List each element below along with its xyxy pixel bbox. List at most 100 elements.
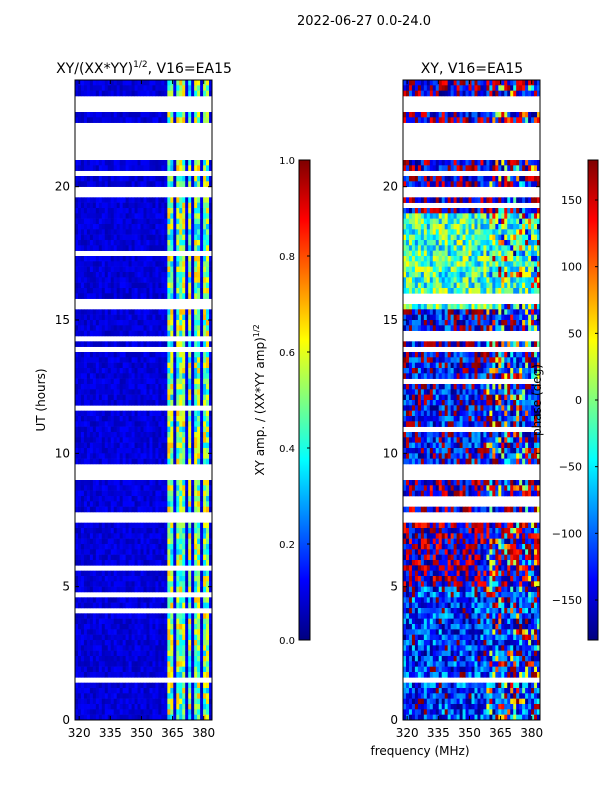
heatmap-cell	[119, 421, 124, 427]
heatmap-cell	[95, 176, 100, 182]
heatmap-cell	[107, 618, 112, 625]
heatmap-cell	[188, 384, 192, 390]
heatmap-cell	[200, 330, 204, 337]
heatmap-cell	[155, 421, 159, 427]
heatmap-cell	[161, 282, 165, 289]
heatmap-cell	[450, 90, 455, 97]
heatmap-cell	[209, 448, 213, 454]
heatmap-cell	[101, 202, 106, 209]
heatmap-cell	[173, 533, 177, 539]
heatmap-cell	[528, 117, 532, 123]
heatmap-cell	[75, 442, 79, 449]
heatmap-cell	[75, 656, 79, 662]
heatmap-cell	[125, 698, 130, 705]
heatmap-cell	[110, 426, 115, 433]
heatmap-cell	[191, 570, 195, 577]
heatmap-cell	[119, 453, 124, 459]
heatmap-cell	[140, 293, 144, 299]
heatmap-cell	[75, 208, 79, 214]
heatmap-cell	[128, 437, 132, 443]
heatmap-cell	[158, 357, 162, 363]
heatmap-cell	[101, 490, 106, 497]
heatmap-cell	[191, 645, 195, 651]
heatmap-cell	[125, 650, 130, 657]
heatmap-cell	[191, 682, 195, 689]
heatmap-cell	[191, 357, 195, 363]
heatmap-cell	[119, 352, 124, 358]
heatmap-cell	[203, 704, 207, 710]
heatmap-cell	[128, 288, 132, 294]
heatmap-cell	[155, 586, 159, 593]
heatmap-cell	[149, 368, 153, 374]
heatmap-cell	[176, 453, 180, 459]
heatmap-cell	[194, 181, 198, 187]
heatmap-cell	[182, 314, 186, 321]
heatmap-cell	[113, 688, 118, 694]
heatmap-cell	[128, 85, 132, 91]
heatmap-cell	[95, 384, 100, 390]
heatmap-cell	[206, 656, 210, 662]
heatmap-cell	[128, 528, 132, 534]
heatmap-cell	[83, 602, 88, 609]
heatmap-cell	[158, 485, 162, 491]
heatmap-cell	[155, 272, 159, 278]
heatmap-cell	[75, 480, 79, 486]
heatmap-cell	[75, 277, 79, 283]
heatmap-cell	[194, 229, 198, 235]
heatmap-cell	[158, 618, 162, 625]
heatmap-cell	[140, 640, 144, 646]
heatmap-cell	[191, 581, 195, 587]
heatmap-cell	[209, 506, 213, 513]
heatmap-cell	[152, 432, 156, 438]
heatmap-cell	[417, 112, 422, 118]
heatmap-cell	[113, 234, 118, 241]
heatmap-cell	[203, 576, 207, 582]
heatmap-cell	[498, 112, 502, 118]
heatmap-cell	[89, 453, 94, 459]
heatmap-cell	[86, 570, 91, 577]
heatmap-cell	[98, 389, 103, 395]
heatmap-cell	[179, 634, 183, 641]
heatmap-cell	[116, 666, 121, 673]
heatmap-cell	[173, 432, 177, 438]
heatmap-cell	[122, 352, 127, 358]
heatmap-cell	[128, 661, 132, 667]
heatmap-cell	[164, 352, 168, 358]
heatmap-cell	[519, 181, 523, 187]
heatmap-cell	[525, 112, 529, 118]
heatmap-cell	[128, 506, 132, 513]
heatmap-cell	[489, 213, 493, 219]
heatmap-cell	[80, 624, 85, 630]
heatmap-cell	[474, 176, 478, 182]
heatmap-cell	[140, 437, 144, 443]
heatmap-cell	[116, 224, 121, 230]
heatmap-cell	[110, 330, 115, 337]
heatmap-cell	[101, 597, 106, 603]
heatmap-cell	[188, 693, 192, 699]
heatmap-cell	[167, 85, 171, 91]
heatmap-cell	[170, 160, 174, 166]
heatmap-cell	[200, 698, 204, 705]
heatmap-cell	[194, 389, 198, 395]
heatmap-cell	[107, 586, 112, 593]
heatmap-cell	[468, 181, 472, 187]
heatmap-cell	[110, 672, 115, 678]
heatmap-cell	[80, 672, 85, 678]
heatmap-cell	[83, 597, 88, 603]
heatmap-cell	[182, 618, 186, 625]
heatmap-cell	[89, 613, 94, 619]
heatmap-cell	[98, 666, 103, 673]
heatmap-cell	[77, 410, 82, 417]
heatmap-cell	[134, 357, 138, 363]
heatmap-cell	[209, 576, 213, 582]
heatmap-cell	[80, 586, 85, 593]
heatmap-cell	[89, 522, 94, 529]
heatmap-cell	[161, 384, 165, 390]
heatmap-cell	[75, 432, 79, 438]
heatmap-cell	[113, 656, 118, 662]
heatmap-cell	[155, 213, 159, 219]
heatmap-cell	[92, 330, 97, 337]
heatmap-cell	[92, 640, 97, 646]
heatmap-cell	[206, 261, 210, 267]
heatmap-cell	[158, 384, 162, 390]
